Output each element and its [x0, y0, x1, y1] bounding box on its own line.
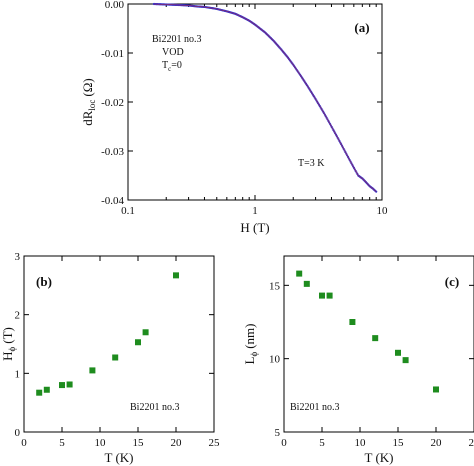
data-point [66, 381, 73, 388]
panel-a-tc-main: T [162, 60, 168, 71]
x-tick-label: 0.1 [121, 205, 135, 217]
x-tick-label: 20 [431, 437, 443, 449]
panel-a-x-axis-label: H (T) [240, 220, 269, 235]
data-point [135, 339, 141, 346]
y-tick-label: 3 [15, 251, 21, 263]
panel-b-ylabel-main: H [0, 351, 15, 360]
data-point [395, 349, 401, 356]
panel-a-temperature-annotation: T=3 K [298, 158, 325, 169]
y-tick-label: -0.04 [101, 195, 124, 207]
panel-b-plot-frame [23, 255, 215, 433]
panel-c-ylabel-main: L [242, 356, 257, 364]
panel-a-label: (a) [354, 20, 369, 35]
panel-a-ylabel-unit: (Ω) [80, 78, 95, 96]
data-point [59, 382, 65, 389]
panel-b-y-ticks: 0 1 2 3 [15, 251, 214, 439]
panel-a-y-ticks: 0.00 -0.01 -0.02 -0.03 -0.04 [101, 0, 382, 207]
y-tick-label: 0.00 [105, 0, 125, 11]
data-point [326, 292, 333, 299]
fit-line [153, 3, 377, 192]
panel-c-sample-annotation: Bi2201 no.3 [290, 402, 339, 413]
data-point [89, 367, 96, 374]
panel-b-ylabel-unit: (T) [0, 327, 15, 344]
panel-a-tc-annotation: Tc=0 [162, 60, 182, 73]
panel-a-chart: 0.1 1 10 0.00 -0.01 -0.02 -0.03 -0.04 (a) Bi22… [80, 0, 388, 235]
y-tick-label: 2 [15, 310, 21, 322]
panel-c-data-marks [296, 270, 439, 393]
data-point [433, 386, 439, 393]
panel-a-xlabel-main: H [240, 220, 249, 235]
x-tick-label: 1 [252, 205, 258, 217]
x-tick-label: 25 [209, 437, 221, 449]
y-tick-label: 1 [15, 368, 21, 380]
data-point [296, 270, 303, 277]
panel-c-x-axis-label: T (K) [364, 450, 393, 465]
data-point [319, 292, 325, 299]
panel-b-x-ticks: 0 5 10 15 20 25 [21, 256, 220, 449]
data-point [372, 335, 379, 342]
data-point [349, 319, 356, 325]
panel-c-y-axis-label: Lϕ (nm) [242, 324, 259, 365]
data-point [43, 386, 50, 393]
panel-b-sample-annotation: Bi2201 no.3 [130, 402, 179, 413]
x-tick-label: 5 [319, 437, 325, 449]
y-tick-label: 15 [269, 280, 281, 292]
panel-a-method-annotation: VOD [162, 47, 184, 58]
y-tick-label: 10 [269, 354, 281, 366]
panel-c-y-ticks: 5 10 15 [269, 280, 474, 439]
x-tick-label: 0 [21, 437, 27, 449]
data-point [112, 354, 119, 361]
panel-b-ylabel-sub: ϕ [7, 346, 17, 351]
data-point [173, 272, 179, 279]
data-point [36, 389, 43, 396]
panel-c-ylabel-sub: ϕ [249, 352, 259, 357]
panel-c-ylabel-unit: (nm) [242, 324, 257, 349]
data-point [402, 357, 409, 364]
x-tick-label: 10 [377, 205, 389, 217]
panel-b-label: (b) [36, 274, 52, 289]
panel-a-ylabel-main: dR [80, 110, 95, 126]
data-point [303, 280, 310, 287]
x-tick-label: 0 [281, 437, 287, 449]
y-tick-label: -0.02 [101, 97, 124, 109]
x-tick-label: 15 [133, 437, 145, 449]
panel-c-plot-frame [283, 255, 474, 433]
panel-b-chart: 0 5 10 15 20 25 0 1 2 3 (b) Bi2201 no.3 T (K) Hϕ… [0, 251, 220, 465]
panel-a-ylabel-sub: loc [87, 100, 97, 111]
x-tick-label: 20 [171, 437, 183, 449]
panel-a-sample-annotation: Bi2201 no.3 [152, 34, 201, 45]
x-tick-label: 25 [469, 437, 474, 449]
x-tick-label: 10 [95, 437, 107, 449]
panel-a-xlabel-unit: (T) [253, 220, 270, 235]
x-tick-label: 10 [355, 437, 367, 449]
panel-c-x-ticks: 0 5 10 15 20 25 [281, 256, 474, 449]
panel-c-label: (c) [445, 274, 459, 289]
x-tick-label: 5 [59, 437, 65, 449]
y-tick-label: 0 [15, 427, 21, 439]
panel-b-x-axis-label: T (K) [104, 450, 133, 465]
panel-a-tc-rest: =0 [171, 60, 182, 71]
panel-a-tc-sub: c [168, 65, 171, 73]
y-tick-label: -0.03 [101, 146, 124, 158]
panel-a-y-axis-label: dRloc (Ω) [80, 78, 97, 126]
panel-b-data-marks [36, 272, 179, 396]
x-tick-label: 15 [393, 437, 405, 449]
panel-b-y-axis-label: Hϕ (T) [0, 327, 17, 361]
data-point [142, 329, 149, 336]
y-tick-label: 5 [275, 427, 281, 439]
panel-a-data-marks [152, 2, 378, 193]
y-tick-label: -0.01 [101, 48, 124, 60]
